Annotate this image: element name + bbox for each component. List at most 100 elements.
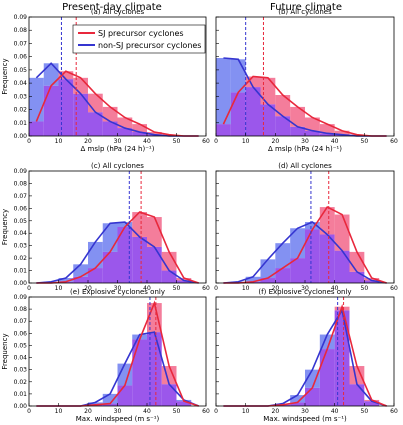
- bar-nsj: [102, 223, 118, 252]
- bar-nsj: [43, 63, 59, 86]
- x-tick-label: 0: [27, 138, 31, 145]
- legend: SJ precursor cyclones non-SJ precursor c…: [72, 24, 206, 54]
- bar-sj: [245, 76, 261, 88]
- y-tick-label: 0.09: [14, 14, 28, 21]
- x-tick-label: 50: [361, 138, 369, 145]
- panel-4: 0 10 20 30 40 50 60 0.00 0.01 0.02 0.03 0.04 0.05 0.0…: [1, 288, 210, 423]
- x-axis-label: Max. windspeed (m s⁻¹): [263, 415, 347, 423]
- bar-nsj: [58, 278, 74, 282]
- bar-overlap: [216, 124, 231, 136]
- bar-overlap: [102, 403, 118, 406]
- panel-title: (b) All cyclones: [278, 8, 332, 16]
- bar-overlap: [305, 130, 320, 136]
- y-tick-label: 0.03: [14, 243, 28, 250]
- bar-sj: [364, 278, 380, 281]
- x-tick-label: 10: [55, 138, 63, 145]
- bar-nsj: [305, 222, 320, 230]
- x-tick-label: 20: [272, 138, 280, 145]
- y-tick-label: 0.05: [14, 67, 28, 74]
- column-title-present: Present-day climate: [62, 2, 162, 13]
- legend-box: [72, 24, 206, 54]
- bar-overlap: [176, 280, 192, 283]
- bar-overlap: [132, 132, 147, 136]
- bar-nsj: [305, 369, 320, 388]
- bar-sj: [176, 278, 192, 281]
- x-tick-label: 60: [202, 285, 210, 292]
- x-tick-label: 0: [214, 138, 218, 145]
- bar-overlap: [176, 401, 192, 406]
- line-sj: [36, 211, 199, 284]
- y-tick-label: 0.06: [14, 330, 28, 337]
- x-tick-label: 10: [242, 138, 250, 145]
- bar-sj: [260, 77, 276, 105]
- y-tick-label: 0.09: [14, 168, 28, 175]
- bar-nsj: [88, 402, 103, 405]
- y-tick-label: 0.01: [14, 268, 28, 275]
- x-tick-label: 60: [202, 408, 210, 415]
- y-tick-label: 0.02: [14, 255, 28, 262]
- bar-overlap: [305, 229, 320, 283]
- x-tick-label: 20: [272, 285, 280, 292]
- bar-nsj: [132, 334, 147, 340]
- bar-overlap: [88, 112, 103, 136]
- x-tick-label: 50: [173, 138, 181, 145]
- x-tick-label: 20: [272, 408, 280, 415]
- bar-sj: [147, 132, 162, 135]
- y-tick-label: 0.00: [14, 280, 28, 287]
- x-tick-label: 60: [202, 138, 210, 145]
- y-tick-label: 0.08: [14, 27, 28, 34]
- bar-sj: [132, 124, 147, 133]
- x-tick-label: 50: [361, 408, 369, 415]
- x-tick-label: 40: [143, 285, 151, 292]
- panel-1: 0 10 20 30 40 50 60 (b) All cyclones Δ mslp (hPa…: [214, 8, 398, 153]
- panel-title: (a) All cyclones: [91, 8, 145, 16]
- y-tick-label: 0.03: [14, 367, 28, 374]
- bar-overlap: [260, 104, 276, 136]
- y-tick-label: 0.04: [14, 355, 28, 362]
- bar-overlap: [334, 250, 350, 283]
- line-sj: [222, 75, 387, 137]
- bar-sj: [305, 117, 320, 131]
- y-axis-label: Frequency: [1, 333, 9, 369]
- x-tick-label: 60: [390, 408, 398, 415]
- x-axis-label: Max. windspeed (m s⁻¹): [76, 415, 160, 423]
- x-tick-label: 10: [55, 285, 63, 292]
- y-tick-label: 0.07: [14, 40, 28, 47]
- legend-label-nsj: non-SJ precursor cyclones: [98, 41, 201, 50]
- bar-sj: [58, 71, 74, 80]
- y-tick-label: 0.07: [14, 193, 28, 200]
- line-nsj: [36, 221, 199, 284]
- bar-overlap: [117, 128, 133, 136]
- panel-2: 0 10 20 30 40 50 60 0.00 0.01 0.02 0.03 0.04 0.05 0.0…: [1, 162, 210, 292]
- bar-overlap: [102, 121, 118, 136]
- bar-nsj: [73, 264, 88, 277]
- y-tick-label: 0.05: [14, 218, 28, 225]
- bar-overlap: [73, 276, 88, 283]
- bar-nsj: [245, 276, 261, 282]
- bar-overlap: [290, 402, 305, 406]
- x-tick-label: 40: [331, 285, 339, 292]
- bar-nsj: [216, 57, 231, 125]
- bar-overlap: [349, 271, 365, 283]
- bar-nsj: [102, 393, 118, 404]
- x-tick-label: 20: [84, 285, 92, 292]
- panel-0: 0 10 20 30 40 50 60 0.00 0.01 0.02 0.03 0.04 0.05 0.0…: [1, 8, 210, 153]
- bar-overlap: [349, 384, 365, 406]
- bar-nsj: [275, 243, 291, 269]
- bar-overlap: [161, 270, 177, 283]
- panels: 0 10 20 30 40 50 60 0.00 0.01 0.02 0.03 0.04 0.05 0.0…: [1, 8, 398, 423]
- bar-sj: [275, 95, 291, 117]
- bar-nsj: [117, 363, 133, 386]
- x-tick-label: 60: [390, 138, 398, 145]
- bar-overlap: [364, 401, 380, 406]
- x-tick-label: 10: [242, 285, 250, 292]
- y-tick-label: 0.08: [14, 180, 28, 187]
- y-tick-label: 0.03: [14, 93, 28, 100]
- x-tick-label: 50: [173, 408, 181, 415]
- y-tick-label: 0.05: [14, 342, 28, 349]
- bar-nsj: [88, 241, 103, 269]
- column-title-future: Future climate: [270, 2, 342, 13]
- y-tick-label: 0.00: [14, 133, 28, 140]
- bar-overlap: [117, 227, 133, 283]
